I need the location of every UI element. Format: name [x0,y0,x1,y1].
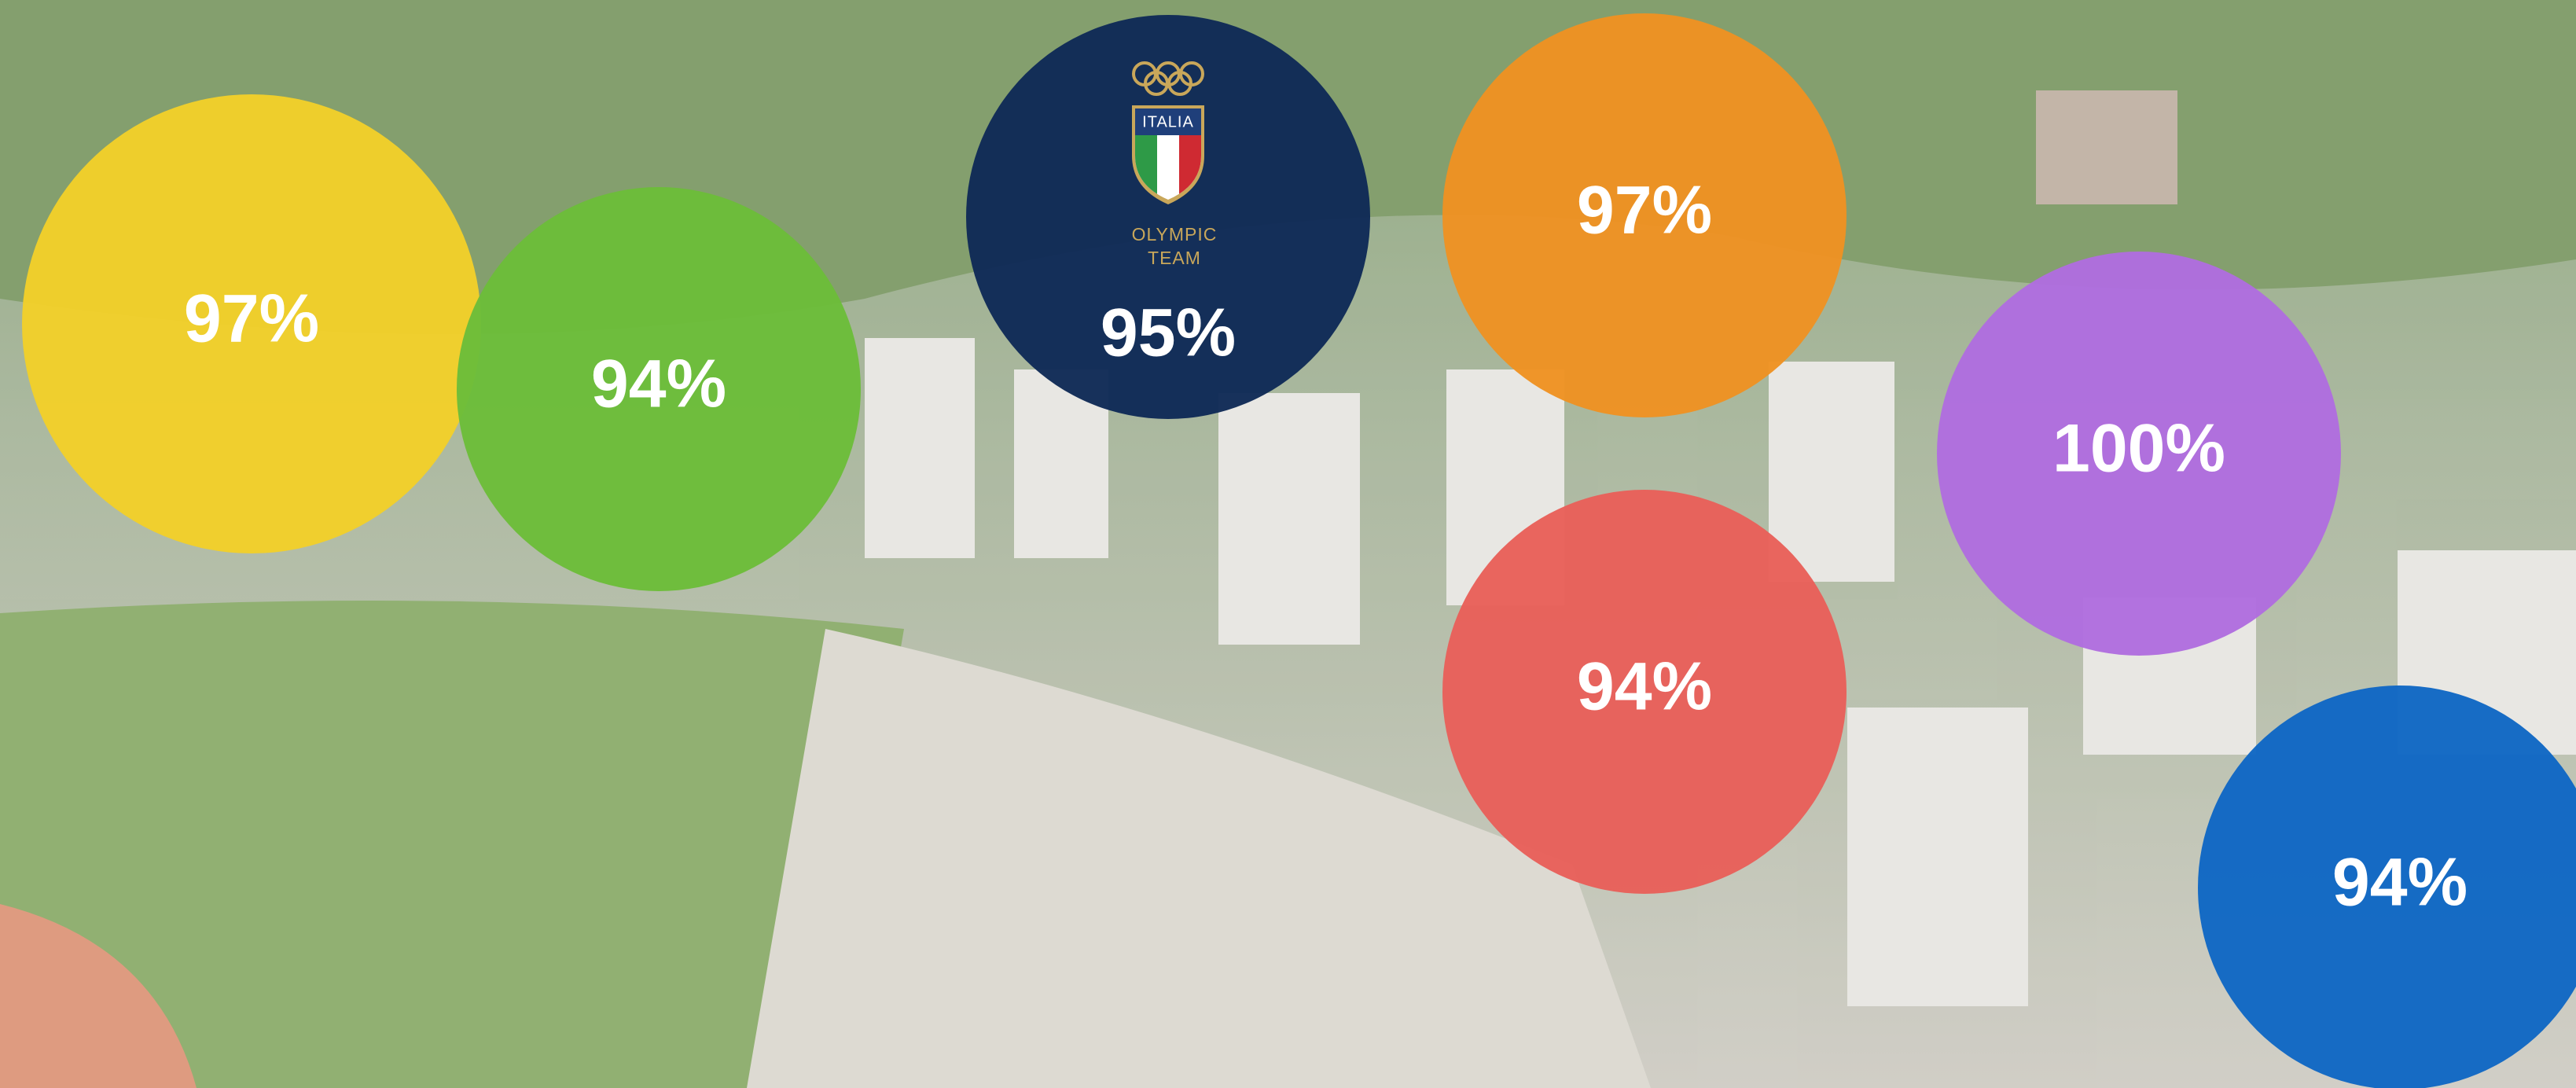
bubble [22,94,481,553]
bubble-label: 94% [591,347,726,422]
olympic-logo: ITALIA OLYMPIC TEAM [1132,61,1218,268]
bubble-label: 97% [184,281,319,357]
bubble [2198,686,2576,1088]
bubble-label: 97% [1577,173,1712,248]
bubble [457,187,861,591]
logo-line: OLYMPIC [1132,224,1218,244]
bubble-label: 94% [2332,845,2468,921]
bubble-label: 100% [2052,411,2225,487]
logo-line: TEAM [1148,248,1201,268]
bubble-group: 97% 94% 95% 97% 100% 94% 94% [22,13,2576,1088]
bubble [1442,490,1847,894]
bubble-label: 94% [1577,649,1712,725]
bubble-label: 95% [1101,296,1236,371]
logo-country: ITALIA [1142,113,1194,130]
bubble [966,15,1370,419]
bubble [1937,252,2341,656]
bubble [1442,13,1847,417]
